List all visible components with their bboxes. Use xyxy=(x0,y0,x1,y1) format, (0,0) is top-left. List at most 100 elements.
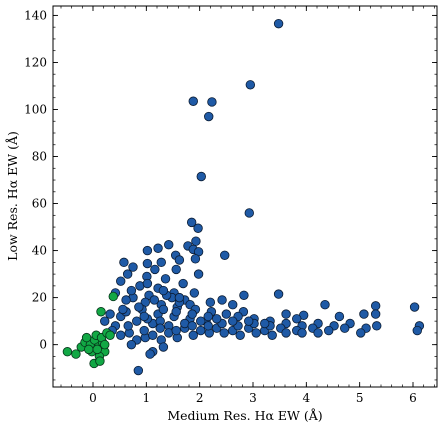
y-tick-label: 140 xyxy=(24,8,47,22)
data-point-series-1 xyxy=(203,321,213,331)
data-point-series-1 xyxy=(324,325,334,336)
data-point-series-1 xyxy=(196,171,206,182)
data-point-series-1 xyxy=(204,111,214,122)
data-point-series-1 xyxy=(156,257,166,268)
data-point-series-1 xyxy=(281,328,291,338)
data-point-series-1 xyxy=(126,285,137,296)
data-point-series-1 xyxy=(412,325,422,336)
data-point-series-1 xyxy=(145,349,155,359)
data-point-series-1 xyxy=(148,330,158,340)
data-point-series-1 xyxy=(142,245,153,256)
x-tick-label: 0 xyxy=(89,391,97,405)
data-point-series-1 xyxy=(121,295,131,305)
data-point-series-1 xyxy=(153,243,163,253)
x-tick-label: 4 xyxy=(303,391,311,405)
x-tick-label: 3 xyxy=(249,391,257,405)
data-point-series-1 xyxy=(139,325,149,336)
data-point-series-1 xyxy=(174,255,185,265)
data-point-series-1 xyxy=(128,262,138,272)
data-point-series-1 xyxy=(193,269,204,279)
data-point-series-1 xyxy=(132,316,142,326)
data-point-series-1 xyxy=(292,314,302,324)
data-point-series-1 xyxy=(187,321,197,331)
data-point-series-1 xyxy=(158,304,169,315)
data-point-series-1 xyxy=(150,264,160,275)
data-point-series-1 xyxy=(273,18,284,29)
data-point-series-1 xyxy=(370,309,381,319)
data-point-series-2 xyxy=(108,291,118,302)
data-point-series-1 xyxy=(196,325,206,336)
data-point-series-1 xyxy=(188,330,198,340)
data-point-series-1 xyxy=(178,278,188,289)
data-point-series-1 xyxy=(191,236,201,246)
data-point-series-1 xyxy=(313,328,323,338)
data-point-series-1 xyxy=(189,288,200,298)
y-tick-label: 0 xyxy=(39,338,47,352)
data-point-series-1 xyxy=(281,309,291,319)
data-point-series-1 xyxy=(320,299,330,310)
data-point-series-1 xyxy=(186,217,197,228)
data-point-series-1 xyxy=(340,323,350,333)
data-point-series-1 xyxy=(235,330,245,340)
data-point-series-1 xyxy=(142,258,153,269)
data-point-series-1 xyxy=(139,311,149,322)
data-point-series-1 xyxy=(217,295,227,305)
data-point-series-1 xyxy=(160,274,171,284)
data-point-series-1 xyxy=(100,316,110,326)
data-point-series-1 xyxy=(174,292,185,303)
y-tick-label: 120 xyxy=(24,55,47,69)
data-point-series-1 xyxy=(105,309,115,319)
data-point-series-2 xyxy=(62,347,73,357)
data-point-series-1 xyxy=(221,309,232,319)
plot-frame xyxy=(52,5,438,388)
data-point-series-1 xyxy=(188,96,198,106)
x-tick-label: 2 xyxy=(196,391,204,405)
data-point-series-1 xyxy=(239,290,249,300)
data-point-series-1 xyxy=(171,325,181,336)
x-axis-label: Medium Res. Hα EW (Å) xyxy=(167,408,322,423)
data-point-series-1 xyxy=(142,278,153,289)
data-point-series-2 xyxy=(71,349,81,359)
data-point-series-1 xyxy=(158,285,169,296)
data-point-series-1 xyxy=(116,330,126,340)
data-point-series-1 xyxy=(372,321,382,331)
y-tick-label: 80 xyxy=(32,150,47,164)
data-point-series-2 xyxy=(84,344,94,355)
data-point-series-1 xyxy=(260,318,270,329)
data-point-series-1 xyxy=(212,314,222,324)
data-point-series-1 xyxy=(267,330,277,340)
x-tick-label: 1 xyxy=(143,391,151,405)
data-point-series-1 xyxy=(134,302,144,312)
y-tick-label: 40 xyxy=(32,244,47,258)
data-point-series-1 xyxy=(244,208,254,218)
data-point-series-2 xyxy=(105,330,115,340)
data-point-series-1 xyxy=(228,316,238,326)
data-point-series-1 xyxy=(126,339,137,350)
data-point-series-1 xyxy=(171,264,181,275)
major-ticks xyxy=(53,6,437,387)
data-point-series-2 xyxy=(95,356,105,366)
data-point-series-1 xyxy=(409,302,420,312)
data-point-series-1 xyxy=(119,257,129,268)
data-point-series-1 xyxy=(203,311,213,322)
data-point-series-1 xyxy=(133,365,144,376)
data-point-series-1 xyxy=(118,304,128,315)
data-point-series-2 xyxy=(81,332,92,343)
data-point-series-1 xyxy=(164,240,174,250)
data-point-series-1 xyxy=(251,328,261,338)
data-point-series-1 xyxy=(116,276,126,286)
data-point-series-2 xyxy=(92,344,102,355)
data-point-series-2 xyxy=(100,339,110,350)
data-point-series-1 xyxy=(273,289,284,299)
data-point-series-1 xyxy=(122,269,133,279)
x-tick-label: 5 xyxy=(356,391,364,405)
data-point-series-1 xyxy=(171,307,181,317)
data-point-series-1 xyxy=(205,297,216,308)
y-axis-label: Low Res. Hα EW (Å) xyxy=(5,131,20,261)
data-point-series-1 xyxy=(334,311,345,322)
data-point-series-1 xyxy=(359,309,369,319)
data-point-series-1 xyxy=(356,328,366,338)
